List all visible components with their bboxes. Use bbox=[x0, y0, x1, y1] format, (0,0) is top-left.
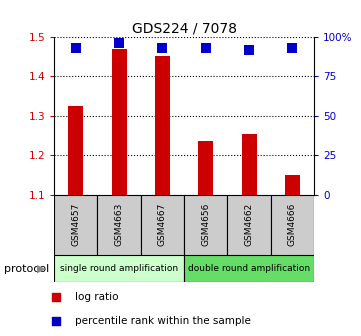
Bar bbox=[141, 195, 184, 255]
Text: GSM4657: GSM4657 bbox=[71, 202, 80, 246]
Point bbox=[246, 47, 252, 52]
Point bbox=[290, 45, 295, 51]
Bar bbox=[271, 195, 314, 255]
Bar bbox=[184, 195, 227, 255]
Bar bbox=[54, 255, 184, 282]
Point bbox=[73, 45, 79, 51]
Text: ▶: ▶ bbox=[37, 264, 46, 274]
Bar bbox=[97, 195, 141, 255]
Point bbox=[53, 295, 59, 300]
Text: GSM4666: GSM4666 bbox=[288, 202, 297, 246]
Text: GSM4667: GSM4667 bbox=[158, 202, 167, 246]
Bar bbox=[242, 134, 257, 195]
Bar bbox=[184, 255, 314, 282]
Bar bbox=[54, 195, 97, 255]
Text: double round amplification: double round amplification bbox=[188, 264, 310, 273]
Text: GSM4663: GSM4663 bbox=[115, 202, 123, 246]
Title: GDS224 / 7078: GDS224 / 7078 bbox=[132, 22, 236, 36]
Bar bbox=[112, 49, 127, 195]
Text: percentile rank within the sample: percentile rank within the sample bbox=[75, 316, 251, 326]
Point bbox=[53, 318, 59, 324]
Bar bbox=[155, 56, 170, 195]
Point bbox=[203, 45, 209, 51]
Point bbox=[160, 45, 165, 51]
Text: GSM4656: GSM4656 bbox=[201, 202, 210, 246]
Bar bbox=[227, 195, 271, 255]
Bar bbox=[198, 141, 213, 195]
Text: single round amplification: single round amplification bbox=[60, 264, 178, 273]
Bar bbox=[68, 106, 83, 195]
Point bbox=[116, 41, 122, 46]
Text: GSM4662: GSM4662 bbox=[245, 202, 253, 246]
Bar bbox=[285, 175, 300, 195]
Text: protocol: protocol bbox=[4, 264, 49, 274]
Text: log ratio: log ratio bbox=[75, 292, 118, 302]
